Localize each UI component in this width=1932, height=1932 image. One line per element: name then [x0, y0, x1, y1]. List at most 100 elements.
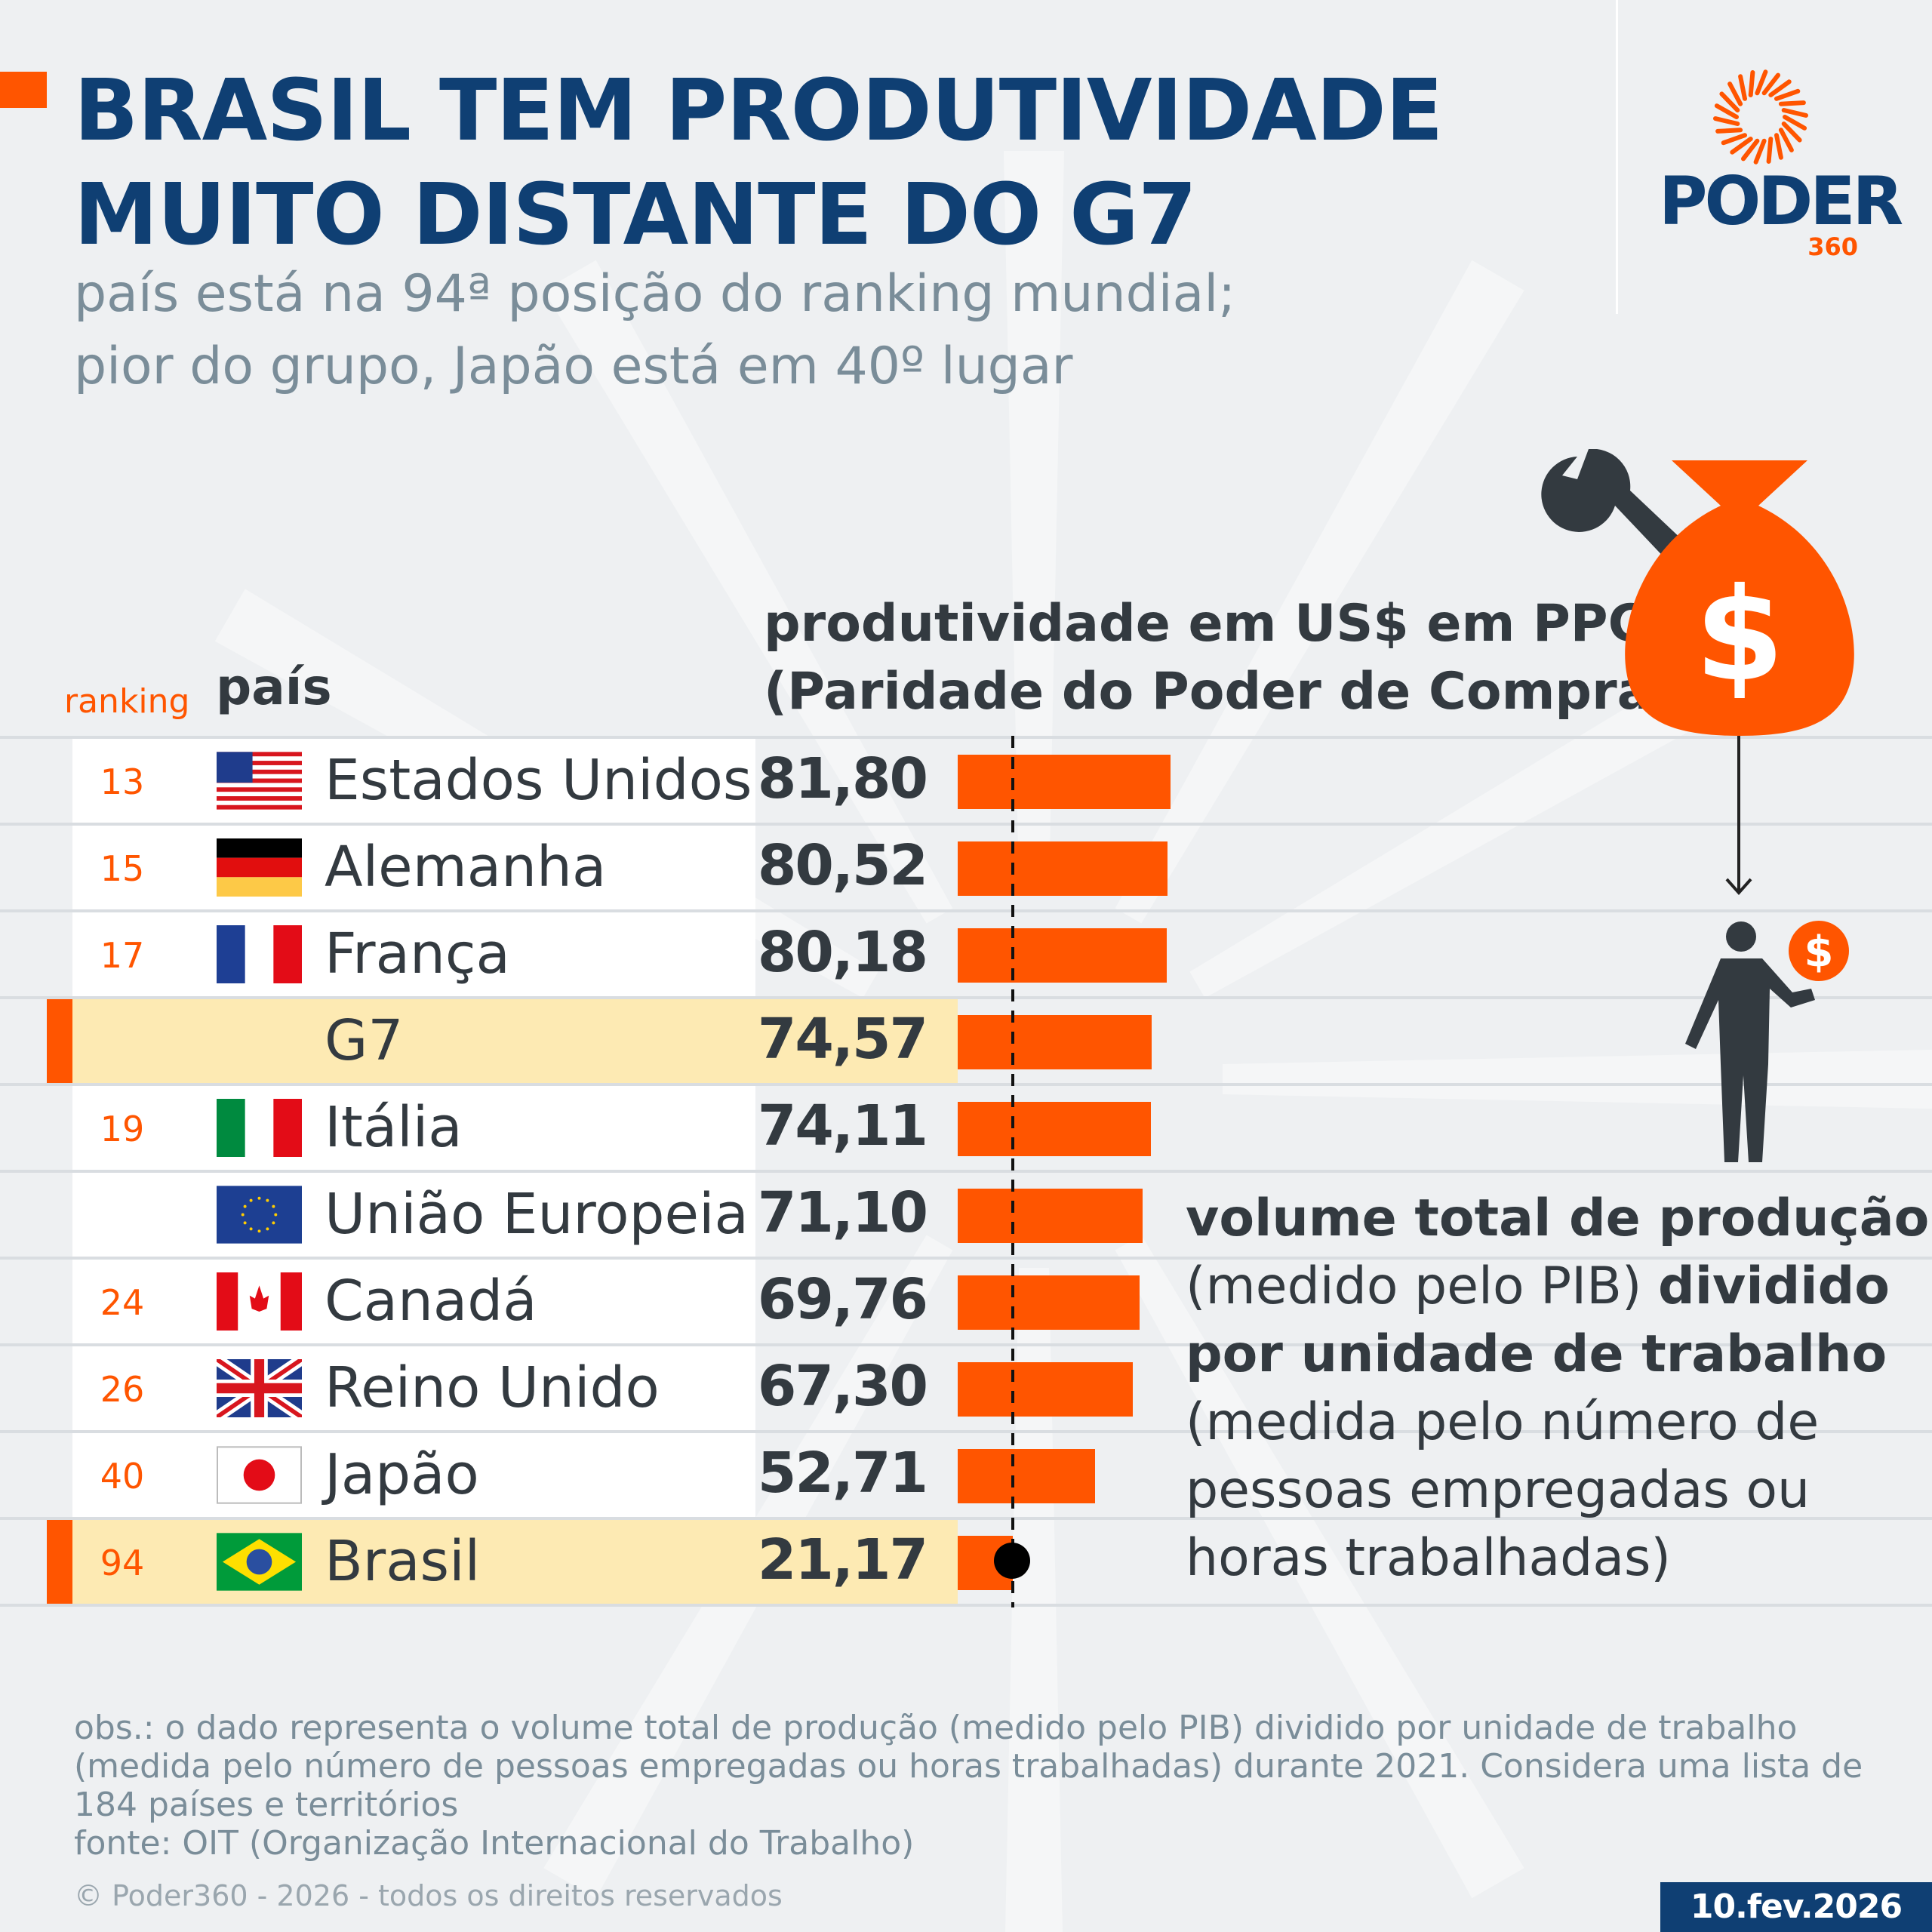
country-name: União Europeia — [325, 1182, 749, 1247]
table-row: 15 Alemanha 80,52 — [0, 826, 958, 909]
row-divider — [0, 1170, 1932, 1173]
subtitle-line-2: pior do grupo, Japão está em 40º lugar — [74, 337, 1073, 396]
table-row: 26 Reino Unido 67,30 — [0, 1346, 958, 1430]
header-country: país — [216, 658, 332, 716]
coin-symbol: $ — [1804, 928, 1834, 977]
bar — [958, 928, 1167, 983]
title-line-1: BRASIL TEM PRODUTIVIDADE — [74, 62, 1443, 160]
row-divider — [0, 736, 1932, 739]
person-holding-coin-icon: $ — [1685, 921, 1849, 1162]
us-flag — [217, 752, 302, 810]
bar — [958, 755, 1171, 809]
country-name: Brasil — [325, 1529, 481, 1594]
country-name: Estados Unidos — [325, 748, 752, 813]
row-divider — [0, 909, 1932, 912]
value-label: 69,76 — [757, 1267, 928, 1332]
row-background — [72, 739, 755, 823]
brazil-flag — [217, 1533, 302, 1591]
row-background — [72, 912, 755, 996]
country-name: França — [325, 921, 510, 986]
bar — [958, 1275, 1140, 1330]
country-name: Itália — [325, 1095, 463, 1160]
subtitle-line-1: país está na 94ª posição do ranking mund… — [74, 264, 1236, 324]
header-value: produtividade em US$ em PPC (Paridade do… — [764, 590, 1675, 726]
row-divider — [0, 1083, 1932, 1086]
table-row: 19 Itália 74,11 — [0, 1086, 958, 1170]
value-label: 74,57 — [757, 1007, 928, 1072]
sun-icon — [1713, 69, 1808, 165]
explanation-line: (medida pelo número de — [1186, 1392, 1820, 1452]
subtitle: país está na 94ª posição do ranking mund… — [74, 258, 1235, 403]
source-note: fonte: OIT (Organização Internacional do… — [74, 1824, 915, 1863]
page-title: BRASIL TEM PRODUTIVIDADE MUITO DISTANTE … — [74, 59, 1443, 267]
explanation-line: dividido — [1658, 1257, 1890, 1316]
brasil-reference-dot — [994, 1543, 1030, 1579]
country-name: Alemanha — [325, 835, 607, 900]
wrench-icon — [1541, 449, 1698, 577]
row-background — [72, 1346, 755, 1430]
explanation-line: horas trabalhadas) — [1186, 1528, 1671, 1588]
germany-flag — [217, 838, 302, 897]
value-label: 74,11 — [757, 1094, 928, 1158]
bar — [958, 1015, 1152, 1069]
row-background — [72, 1433, 755, 1517]
japan-flag — [217, 1446, 302, 1504]
rank-label: 19 — [100, 1109, 145, 1149]
table-row: União Europeia 71,10 — [0, 1173, 958, 1257]
rank-label: 15 — [100, 848, 145, 889]
bar — [958, 1189, 1143, 1243]
row-background — [72, 1086, 755, 1170]
row-background — [72, 999, 958, 1083]
country-name: G7 — [325, 1008, 404, 1073]
bar — [958, 1362, 1134, 1417]
header-value-line-1: produtividade em US$ em PPC — [764, 594, 1646, 654]
table-row: 24 Canadá 69,76 — [0, 1260, 958, 1343]
row-divider — [0, 1604, 1932, 1607]
row-background — [72, 1260, 755, 1343]
row-divider — [0, 1343, 1932, 1346]
title-line-2: MUITO DISTANTE DO G7 — [74, 166, 1197, 264]
value-label: 52,71 — [757, 1441, 928, 1506]
row-divider — [0, 1257, 1932, 1260]
value-label: 67,30 — [757, 1354, 928, 1419]
accent-tab — [0, 72, 47, 108]
rank-label: 13 — [100, 761, 145, 802]
copyright: © Poder360 - 2026 - todos os direitos re… — [74, 1879, 783, 1912]
rank-label: 94 — [100, 1543, 145, 1583]
row-divider — [0, 823, 1932, 826]
table-row: 13 Estados Unidos 81,80 — [0, 739, 958, 823]
logo-text: PODER — [1659, 162, 1903, 240]
value-label: 80,18 — [757, 920, 928, 985]
explanation-text: volume total de produção (medido pelo PI… — [1186, 1185, 1929, 1592]
country-name: Reino Unido — [325, 1355, 660, 1420]
country-name: Canadá — [325, 1269, 537, 1334]
value-label: 21,17 — [757, 1527, 928, 1592]
bar — [958, 1102, 1151, 1156]
header-ranking: ranking — [64, 682, 190, 721]
table-row: G7 74,57 — [0, 999, 958, 1083]
row-divider — [0, 1517, 1932, 1520]
money-bag-icon: $ — [1625, 460, 1854, 736]
bag-symbol: $ — [1695, 561, 1784, 710]
divider — [1616, 0, 1618, 314]
obs-note: obs.: o dado representa o volume total d… — [74, 1709, 1863, 1824]
explanation-line: por unidade de trabalho — [1186, 1324, 1887, 1384]
rank-label: 17 — [100, 935, 145, 976]
table-row: 40 Japão 52,71 — [0, 1433, 958, 1517]
highlight-marker — [47, 999, 72, 1083]
table-row: 17 França 80,18 — [0, 912, 958, 996]
rank-label: 24 — [100, 1282, 145, 1323]
explanation-line: pessoas empregadas ou — [1186, 1460, 1810, 1520]
logo: PODER 360 — [1657, 68, 1903, 264]
logo-number: 360 — [1807, 232, 1858, 261]
footnote: obs.: o dado representa o volume total d… — [74, 1709, 1900, 1863]
eu-flag — [217, 1186, 302, 1244]
header-value-line-2: (Paridade do Poder de Compra) — [764, 662, 1675, 721]
value-label: 71,10 — [757, 1180, 928, 1245]
explanation-line: volume total de produção — [1186, 1189, 1930, 1248]
canada-flag — [217, 1272, 302, 1331]
bar — [958, 1449, 1095, 1503]
explanation-line: (medido pelo PIB) — [1186, 1257, 1659, 1316]
italy-flag — [217, 1099, 302, 1157]
value-label: 81,80 — [757, 746, 928, 811]
